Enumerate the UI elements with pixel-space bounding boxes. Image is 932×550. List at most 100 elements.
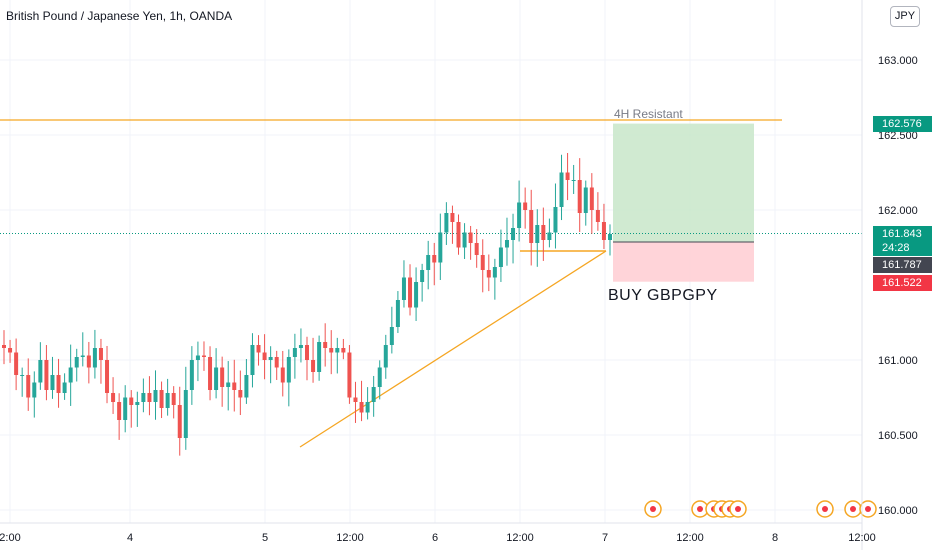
candle-body — [608, 234, 612, 240]
candle-body — [232, 382, 237, 390]
candle-body — [577, 180, 582, 213]
candle-body — [226, 382, 231, 387]
price-tick-label: 160.000 — [878, 505, 918, 517]
price-axis: 163.000 162.500 162.000 161.000 160.500 160.0… — [878, 55, 918, 517]
candle-body — [353, 397, 358, 402]
candle-body — [317, 342, 322, 372]
candle-body — [401, 277, 406, 300]
candle-body — [444, 213, 449, 233]
candle-body — [123, 397, 128, 420]
candle-body — [56, 375, 61, 393]
candle-body — [371, 387, 376, 402]
candle-body — [74, 357, 79, 368]
candle-body — [274, 357, 279, 368]
time-tick-label: 6 — [432, 532, 438, 544]
time-tick-label: 12:00 — [676, 532, 704, 544]
candle-body — [565, 172, 570, 180]
bar-countdown: 24:28 — [882, 242, 910, 254]
candle-body — [92, 348, 97, 368]
candle-body — [474, 243, 479, 255]
price-tick-label: 162.000 — [878, 205, 918, 217]
candle-body — [105, 360, 110, 393]
candle-body — [601, 222, 606, 240]
price-tick-label: 162.500 — [878, 130, 918, 142]
candle-body — [26, 375, 31, 398]
entry-price-tag: 161.787 — [873, 257, 932, 273]
candle-body — [456, 222, 461, 248]
candle-body — [408, 277, 413, 308]
candle-body — [141, 393, 146, 402]
candle-body — [517, 202, 522, 228]
candle-body — [511, 228, 516, 240]
candle-body — [365, 402, 370, 413]
candle-body — [347, 352, 352, 398]
candle-body — [305, 345, 309, 360]
candle-body — [189, 360, 194, 390]
price-levels — [0, 119, 862, 448]
candle-body — [486, 270, 491, 278]
candle-body — [256, 345, 261, 353]
candle-body — [177, 405, 182, 438]
currency-button[interactable]: JPY — [890, 6, 920, 27]
candle-body — [589, 187, 594, 210]
profit-zone — [613, 123, 754, 242]
candle-body — [147, 393, 152, 402]
candle-body — [450, 213, 455, 222]
candle-body — [38, 360, 43, 383]
candle-body — [86, 355, 91, 368]
candle-body — [62, 382, 67, 393]
candle-body — [20, 375, 25, 376]
candle-body — [220, 367, 225, 387]
candle-body — [468, 232, 473, 243]
candle-body — [480, 255, 485, 270]
candle-body — [389, 327, 394, 345]
candle-body — [298, 345, 303, 348]
candle-body — [208, 357, 213, 390]
candle-body — [335, 348, 340, 353]
time-tick-label: 7 — [602, 532, 608, 544]
candle-body — [523, 202, 528, 210]
price-tick-label: 161.000 — [878, 355, 918, 367]
candle-body — [50, 375, 55, 390]
event-marker-dot — [735, 506, 741, 512]
candle-body — [129, 397, 134, 405]
candle-body — [44, 360, 49, 390]
candle-body — [111, 393, 116, 402]
candle-body — [8, 348, 13, 353]
time-tick-label: 8 — [772, 532, 778, 544]
candlestick-series — [2, 152, 612, 456]
candle-body — [571, 180, 576, 181]
time-tick-label: 12:00 — [506, 532, 534, 544]
target-price-tag: 162.576 — [873, 116, 932, 132]
candle-body — [32, 382, 37, 398]
candle-body — [214, 367, 219, 390]
candle-body — [117, 402, 122, 420]
candle-body — [183, 390, 188, 438]
loss-zone — [613, 241, 754, 282]
candle-body — [414, 282, 419, 308]
candle-body — [432, 255, 437, 263]
candle-body — [420, 270, 425, 282]
resistance-label: 4H Resistant — [614, 107, 683, 121]
candle-body — [68, 367, 73, 383]
candle-body — [547, 232, 552, 240]
event-marker-dot — [822, 506, 828, 512]
candle-body — [559, 172, 564, 207]
candle-body — [159, 390, 164, 408]
candle-body — [80, 355, 85, 357]
candle-body — [323, 342, 328, 348]
candle-body — [359, 402, 364, 413]
candle-body — [329, 348, 334, 353]
candle-body — [171, 393, 176, 405]
time-tick-label: 5 — [262, 532, 268, 544]
candle-body — [262, 352, 267, 360]
candle-body — [135, 402, 140, 405]
candle-body — [426, 255, 431, 270]
price-tick-label: 163.000 — [878, 55, 918, 67]
candle-body — [98, 348, 103, 360]
candle-body — [286, 357, 291, 383]
chart-title: British Pound / Japanese Yen, 1h, OANDA — [6, 9, 233, 23]
candle-body — [153, 390, 158, 402]
candle-body — [201, 355, 206, 357]
